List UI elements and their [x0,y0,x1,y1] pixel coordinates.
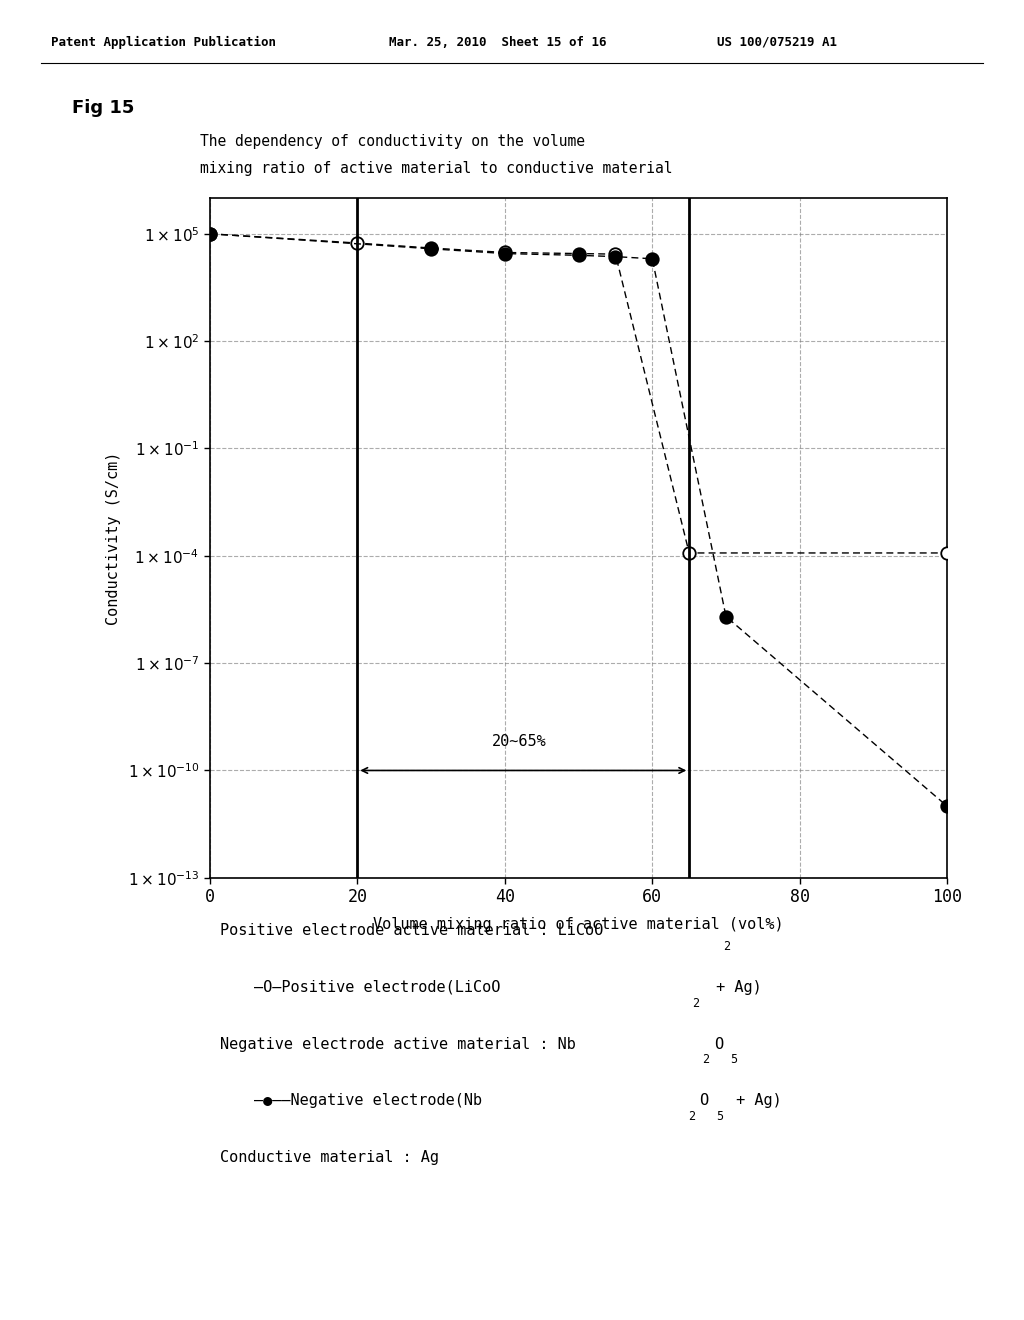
Text: 5: 5 [730,1053,737,1067]
Text: Fig 15: Fig 15 [72,99,134,117]
Text: 5: 5 [716,1110,723,1123]
Text: 2: 2 [688,1110,695,1123]
Y-axis label: Conductivity (S/cm): Conductivity (S/cm) [105,451,121,624]
Text: Mar. 25, 2010  Sheet 15 of 16: Mar. 25, 2010 Sheet 15 of 16 [389,36,606,49]
Text: 2: 2 [692,997,699,1010]
Text: –O–Positive electrode(LiCoO: –O–Positive electrode(LiCoO [254,979,501,995]
X-axis label: Volume mixing ratio of active material (vol%): Volume mixing ratio of active material (… [373,917,784,932]
Text: O: O [714,1036,723,1052]
Text: Positive electrode active material : LiCoO: Positive electrode active material : LiC… [220,923,603,939]
Text: –●––Negative electrode(Nb: –●––Negative electrode(Nb [254,1093,482,1109]
Text: mixing ratio of active material to conductive material: mixing ratio of active material to condu… [200,161,672,177]
Text: The dependency of conductivity on the volume: The dependency of conductivity on the vo… [200,133,585,149]
Text: O: O [699,1093,709,1109]
Text: 2: 2 [702,1053,710,1067]
Text: Conductive material : Ag: Conductive material : Ag [220,1150,439,1166]
Text: 2: 2 [723,940,730,953]
Text: + Ag): + Ag) [727,1093,781,1109]
Text: Negative electrode active material : Nb: Negative electrode active material : Nb [220,1036,577,1052]
Text: + Ag): + Ag) [707,979,761,995]
Text: Patent Application Publication: Patent Application Publication [51,36,276,49]
Text: US 100/075219 A1: US 100/075219 A1 [717,36,837,49]
Text: 20∼65%: 20∼65% [493,734,547,748]
